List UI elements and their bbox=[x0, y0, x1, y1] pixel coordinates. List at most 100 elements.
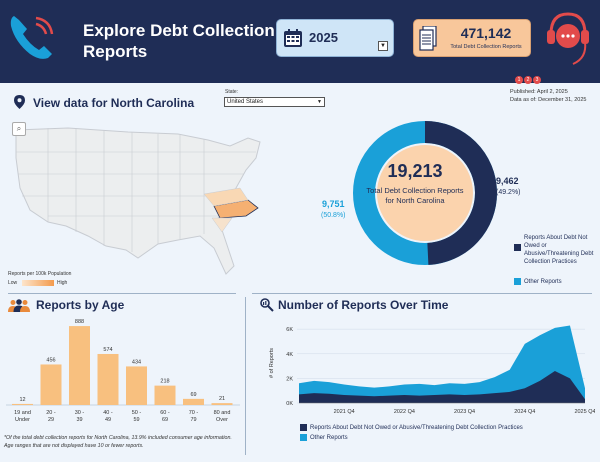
donut-center-label: Total Debt Collection Reports for North … bbox=[366, 186, 464, 205]
time-area-other[interactable] bbox=[299, 325, 585, 403]
age-bar[interactable] bbox=[211, 403, 233, 405]
state-borders bbox=[16, 128, 256, 252]
age-tick-label: 30 - bbox=[75, 410, 85, 416]
time-ytick-label: 6K bbox=[286, 327, 293, 333]
age-tick-label: 29 bbox=[48, 417, 54, 423]
page-dot[interactable]: 2 bbox=[524, 76, 532, 84]
time-chart-title: Number of Reports Over Time bbox=[278, 298, 449, 312]
map-legend-gradient bbox=[22, 280, 54, 286]
map-legend-high: High bbox=[57, 280, 68, 286]
age-bar-label: 12 bbox=[19, 397, 25, 403]
state-label: State: bbox=[225, 89, 239, 95]
map-legend-low: Low bbox=[8, 280, 18, 286]
chevron-down-icon[interactable]: ▼ bbox=[378, 41, 388, 51]
age-tick-label: 60 - bbox=[160, 410, 170, 416]
legend-swatch bbox=[514, 278, 521, 285]
page-title: Explore Debt Collection Reports bbox=[83, 21, 275, 61]
legend-swatch bbox=[300, 424, 307, 431]
age-tick-label: 70 - bbox=[189, 410, 199, 416]
age-bar[interactable] bbox=[12, 403, 33, 405]
us-map[interactable] bbox=[8, 118, 270, 278]
chart-icon bbox=[260, 298, 274, 312]
age-tick-label: 69 bbox=[162, 417, 168, 423]
age-tick-label: Over bbox=[216, 417, 228, 423]
age-tick-label: 59 bbox=[133, 417, 139, 423]
donut-legend-label: Reports About Debt Not Owed or Abusive/T… bbox=[524, 235, 594, 265]
age-tick-label: 39 bbox=[76, 417, 82, 423]
map-legend-title: Reports per 100k Population bbox=[8, 271, 72, 277]
age-bar-label: 69 bbox=[190, 392, 196, 398]
donut-left-count: 9,751 bbox=[321, 199, 345, 209]
time-legend-label: Other Reports bbox=[310, 435, 348, 441]
legend-swatch bbox=[514, 244, 521, 251]
map-title: View data for North Carolina bbox=[33, 96, 195, 110]
document-icon bbox=[419, 26, 437, 51]
age-tick-label: 49 bbox=[105, 417, 111, 423]
age-bar[interactable] bbox=[126, 366, 147, 405]
support-agent-icon bbox=[547, 12, 589, 65]
divider bbox=[245, 297, 246, 455]
page-dot[interactable]: 1 bbox=[515, 76, 523, 84]
data-as-of: Data as of: December 31, 2025 bbox=[510, 97, 587, 103]
time-ylabel: # of Reports bbox=[269, 348, 275, 378]
age-bar-label: 434 bbox=[132, 359, 141, 365]
time-xtick-label: 2021 Q4 bbox=[334, 409, 355, 415]
time-legend-item: Other Reports bbox=[300, 434, 348, 442]
virginia-state[interactable] bbox=[203, 187, 249, 207]
state-dropdown[interactable]: United States ▼ bbox=[224, 97, 325, 107]
legend-swatch bbox=[300, 434, 307, 441]
age-tick-label: 79 bbox=[190, 417, 196, 423]
chevron-down-icon: ▼ bbox=[317, 99, 322, 105]
age-bar[interactable] bbox=[69, 326, 90, 405]
total-reports-label: Total Debt Collection Reports bbox=[450, 44, 522, 50]
header-banner: Explore Debt Collection Reports 2025 ▼ 4… bbox=[0, 0, 600, 86]
time-ytick-label: 2K bbox=[286, 376, 293, 382]
age-tick-label: 40 - bbox=[103, 410, 113, 416]
age-tick-label: Under bbox=[15, 417, 30, 423]
total-reports-value: 471,142 bbox=[460, 25, 512, 41]
donut-left-value: 9,751 (50.8%) bbox=[321, 198, 346, 222]
time-ytick-label: 4K bbox=[286, 352, 293, 358]
age-bar-label: 456 bbox=[46, 357, 55, 363]
donut-right-value: 9,462 (49.2%) bbox=[496, 175, 521, 199]
donut-chart bbox=[353, 121, 497, 265]
time-legend-item: Reports About Debt Not Owed or Abusive/T… bbox=[300, 424, 523, 432]
age-bar[interactable] bbox=[154, 385, 176, 405]
divider bbox=[8, 293, 236, 294]
age-bar[interactable] bbox=[40, 364, 62, 405]
donut-right-count: 9,462 bbox=[496, 176, 519, 186]
calendar-icon bbox=[284, 29, 302, 47]
age-tick-label: 50 - bbox=[132, 410, 142, 416]
age-bar[interactable] bbox=[183, 398, 204, 405]
publication-info: Published: April 2, 2025 Data as of: Dec… bbox=[510, 88, 586, 104]
page-dot[interactable]: 3 bbox=[533, 76, 541, 84]
time-area-chart: 0K 2K 4K 6K # of Reports 2021 Q4 2022 Q4 2023 Q… bbox=[269, 325, 595, 415]
total-reports-card: 471,142 Total Debt Collection Reports bbox=[413, 19, 531, 57]
age-tick-label: 19 and bbox=[14, 410, 31, 416]
divider bbox=[252, 293, 592, 294]
south-carolina-state[interactable] bbox=[211, 217, 233, 233]
age-bar[interactable] bbox=[97, 353, 119, 405]
time-xtick-label: 2024 Q4 bbox=[514, 409, 535, 415]
age-bar-label: 21 bbox=[219, 396, 225, 402]
donut-debt-not-owed-segment[interactable] bbox=[424, 121, 497, 265]
donut-legend-item: Reports About Debt Not Owed or Abusive/T… bbox=[514, 234, 594, 266]
year-selector[interactable]: 2025 ▼ bbox=[276, 19, 394, 57]
search-icon[interactable]: ⌕ bbox=[12, 122, 26, 136]
state-value: United States bbox=[227, 99, 264, 105]
people-icon bbox=[8, 299, 30, 312]
donut-center-fill bbox=[377, 145, 473, 241]
time-ytick-label: 0K bbox=[286, 401, 293, 407]
year-value: 2025 bbox=[309, 30, 338, 45]
time-xtick-label: 2023 Q4 bbox=[454, 409, 475, 415]
us-outline bbox=[15, 127, 261, 275]
age-chart-title: Reports by Age bbox=[36, 298, 125, 312]
time-legend-label: Reports About Debt Not Owed or Abusive/T… bbox=[310, 425, 523, 431]
donut-total: 19,213 bbox=[387, 161, 443, 181]
location-pin-icon bbox=[14, 95, 25, 109]
published-date: Published: April 2, 2025 bbox=[510, 89, 568, 95]
time-area-debt-not-owed[interactable] bbox=[299, 371, 585, 403]
age-tick-label: 20 - bbox=[46, 410, 56, 416]
